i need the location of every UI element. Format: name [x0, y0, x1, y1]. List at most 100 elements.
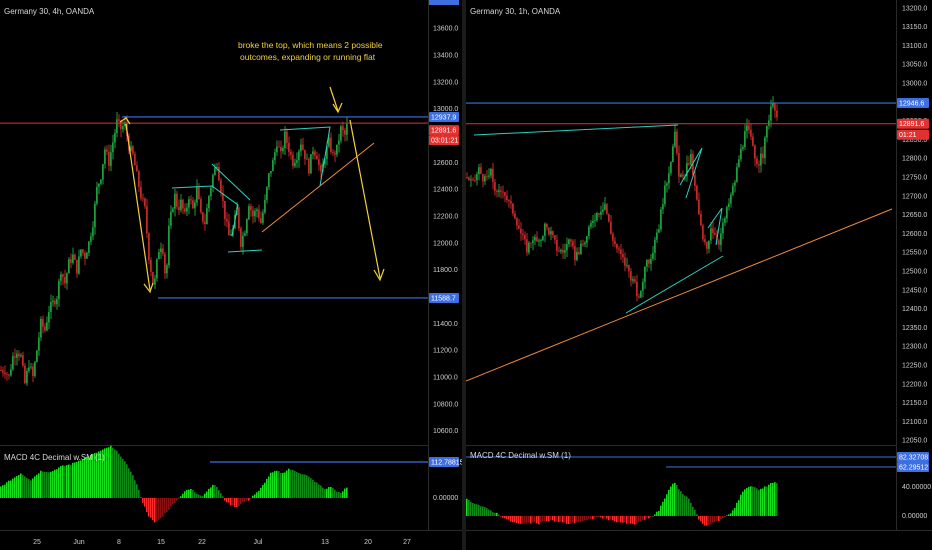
price-tick-label: 12400.0 [433, 187, 458, 194]
macd-bar [724, 516, 726, 518]
macd-bar [650, 516, 652, 517]
candle-body [732, 185, 734, 195]
candle-body [470, 179, 472, 181]
right-chart-panel[interactable]: 13200.013150.013100.013050.013000.012950… [466, 0, 932, 550]
candle-body [740, 148, 742, 160]
macd-bar [686, 496, 688, 516]
macd-bar [620, 516, 622, 523]
candle-body [328, 137, 330, 147]
candle-body [6, 374, 8, 375]
candle-body [146, 206, 148, 234]
macd-bar [64, 465, 66, 498]
panel-divider [462, 0, 466, 550]
macd-bar [484, 507, 486, 516]
macd-bar [498, 514, 500, 516]
candle-body [674, 131, 676, 147]
macd-bar [704, 516, 706, 526]
macd-bar [768, 484, 770, 516]
candle-body [764, 137, 766, 159]
candle-body [672, 146, 674, 163]
candle-body [586, 236, 588, 243]
macd-bar [312, 479, 314, 498]
macd-bar [180, 496, 182, 498]
macd-bar [602, 516, 604, 519]
candle-body [202, 212, 204, 222]
candle-body [266, 186, 268, 200]
macd-bar [136, 484, 138, 498]
macd-bar [504, 516, 506, 519]
price-tick-label: 12300.0 [902, 344, 927, 351]
macd-bar [688, 498, 690, 516]
candle-body [332, 151, 334, 153]
macd-bar [122, 458, 124, 498]
candle-body [776, 110, 778, 118]
candle-body [68, 259, 70, 274]
macd-bar [622, 516, 624, 523]
macd-bar [320, 485, 322, 498]
candle-body [746, 125, 748, 132]
teal-channel [227, 249, 263, 253]
macd-bar [298, 472, 300, 498]
macd-bar [502, 516, 504, 518]
candle-body [756, 158, 758, 164]
countdown-tag-bg [897, 129, 929, 140]
candle-body [488, 175, 490, 177]
macd-bar [188, 489, 190, 498]
macd-bar [578, 516, 580, 523]
macd-bar [194, 492, 196, 498]
macd-bar [684, 495, 686, 516]
candle-body [310, 154, 312, 174]
teal-channel [211, 163, 251, 201]
candle-body [582, 243, 584, 245]
candle-body [212, 175, 214, 188]
candle-body [300, 144, 302, 152]
macd-bar [542, 516, 544, 522]
price-tick-label: 12500.0 [902, 269, 927, 276]
macd-bar [58, 467, 60, 498]
candle-body [40, 318, 42, 338]
candle-body [496, 190, 498, 193]
candle-body [550, 231, 552, 235]
candle-body [316, 155, 318, 160]
macd-bar [534, 516, 536, 523]
candle-body [184, 208, 186, 212]
candle-body [542, 235, 544, 241]
left-chart-svg[interactable]: 13600.013400.013200.013000.012800.012600… [0, 0, 462, 550]
price-tick-label: 12050.0 [902, 438, 927, 445]
macd-bar [272, 472, 274, 498]
candle-body [564, 250, 566, 253]
candle-body [270, 171, 272, 174]
right-chart-svg[interactable]: 13200.013150.013100.013050.013000.012950… [466, 0, 932, 550]
macd-bar [224, 498, 226, 501]
macd-bar [314, 481, 316, 498]
candle-body [116, 119, 118, 133]
candle-body [156, 259, 158, 279]
candle-body [62, 274, 64, 277]
candle-body [506, 195, 508, 200]
macd-bar [550, 516, 552, 521]
left-chart-panel[interactable]: 13600.013400.013200.013000.012800.012600… [0, 0, 462, 550]
price-tick-label: 12450.0 [902, 287, 927, 294]
candle-body [584, 242, 586, 245]
macd-bar [696, 514, 698, 516]
macd-bar [190, 488, 192, 498]
macd-bar [694, 509, 696, 516]
candle-body [92, 227, 94, 237]
macd-bar [520, 516, 522, 524]
candle-body [514, 213, 516, 219]
candle-body [50, 302, 52, 313]
candle-body [622, 253, 624, 258]
macd-bar [230, 498, 232, 506]
teal-line [473, 124, 679, 136]
candle-body [490, 169, 492, 176]
macd-bar [324, 488, 326, 498]
candle-body [722, 222, 724, 234]
macd-tag-a-bg [897, 452, 929, 462]
macd-bar [110, 445, 112, 498]
candle-body [26, 371, 28, 384]
price-tick-label: 12350.0 [902, 325, 927, 332]
macd-bar [94, 452, 96, 498]
candle-body [708, 240, 710, 249]
candle-body [314, 151, 316, 156]
candle-body [696, 185, 698, 200]
